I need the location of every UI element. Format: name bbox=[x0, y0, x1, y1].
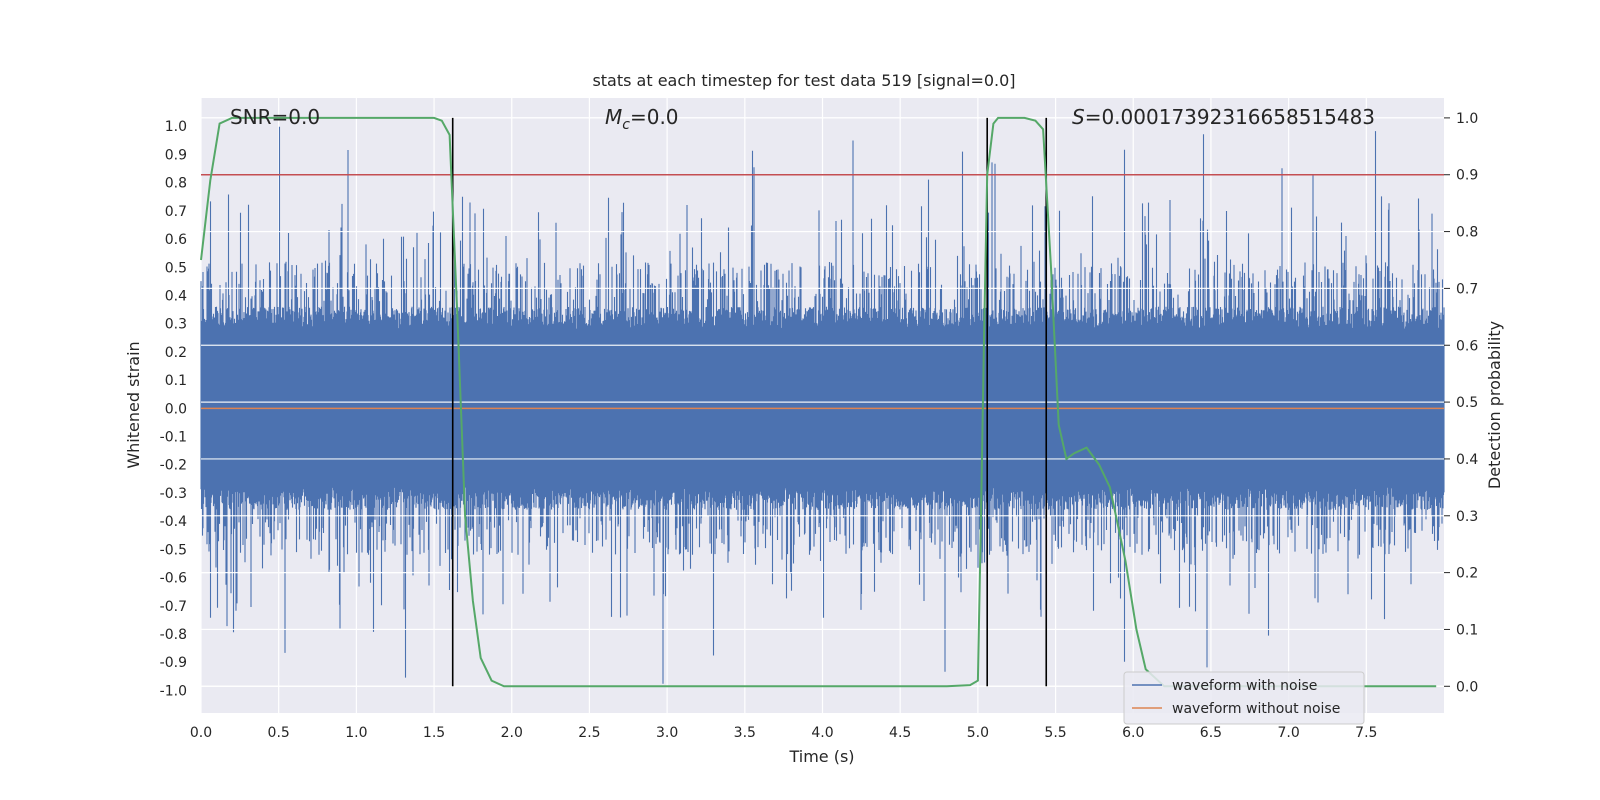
y2-tick-label: 0.6 bbox=[1456, 338, 1478, 354]
y-tick-label: 1.0 bbox=[165, 119, 187, 135]
y2-tick-label: 0.2 bbox=[1456, 566, 1478, 582]
y2-axis-label: Detection probability bbox=[1485, 321, 1504, 489]
y-tick-label: -1.0 bbox=[160, 683, 187, 699]
y2-tick-label: 0.3 bbox=[1456, 509, 1478, 525]
x-tick-label: 4.5 bbox=[889, 725, 911, 741]
x-tick-label: 1.5 bbox=[423, 725, 445, 741]
x-axis-label: Time (s) bbox=[788, 747, 854, 766]
y-tick-label: 0.9 bbox=[165, 147, 187, 163]
chirp-mass-annotation: Mc=0.0 bbox=[605, 105, 679, 133]
y-tick-label: 0.4 bbox=[165, 288, 187, 304]
y2-tick-label: 0.7 bbox=[1456, 281, 1478, 297]
y2-ticks: 0.0 0.1 0.2 0.3 0.4 0.5 0.6 0.7 0.8 0.9 1.0 bbox=[1444, 111, 1478, 695]
y2-tick-label: 1.0 bbox=[1456, 111, 1478, 127]
y-tick-label: 0.7 bbox=[165, 204, 187, 220]
y-tick-label: 0.0 bbox=[165, 401, 187, 417]
y2-tick-label: 0.8 bbox=[1456, 225, 1478, 241]
x-tick-label: 5.5 bbox=[1044, 725, 1066, 741]
y-tick-label: -0.5 bbox=[160, 542, 187, 558]
y2-tick-label: 0.5 bbox=[1456, 395, 1478, 411]
y-tick-label: -0.7 bbox=[160, 599, 187, 615]
y-tick-label: 0.3 bbox=[165, 317, 187, 333]
y-tick-label: 0.6 bbox=[165, 232, 187, 248]
x-tick-label: 2.0 bbox=[501, 725, 523, 741]
x-tick-label: 0.0 bbox=[190, 725, 212, 741]
x-tick-label: 3.0 bbox=[656, 725, 678, 741]
y2-tick-label: 0.0 bbox=[1456, 679, 1478, 695]
y-tick-label: -0.9 bbox=[160, 655, 187, 671]
y-tick-label: -0.3 bbox=[160, 486, 187, 502]
x-tick-label: 0.5 bbox=[268, 725, 290, 741]
y2-tick-label: 0.4 bbox=[1456, 452, 1478, 468]
x-tick-label: 6.5 bbox=[1200, 725, 1222, 741]
x-tick-label: 7.0 bbox=[1277, 725, 1299, 741]
x-tick-label: 1.0 bbox=[345, 725, 367, 741]
y-tick-label: 0.8 bbox=[165, 176, 187, 192]
x-tick-label: 7.5 bbox=[1355, 725, 1377, 741]
y2-tick-label: 0.1 bbox=[1456, 622, 1478, 638]
x-ticks: 0.0 0.5 1.0 1.5 2.0 2.5 3.0 3.5 4.0 4.5 5.0 5.5 6.0 6… bbox=[190, 725, 1378, 741]
series-detection-probability bbox=[200, 116, 1437, 688]
x-tick-label: 6.0 bbox=[1122, 725, 1144, 741]
y2-tick-label: 0.9 bbox=[1456, 168, 1478, 184]
marks bbox=[200, 116, 1444, 688]
x-tick-label: 2.5 bbox=[578, 725, 600, 741]
y-axis-label: Whitened strain bbox=[124, 341, 143, 468]
y-tick-label: 0.1 bbox=[165, 373, 187, 389]
snr-annotation: SNR=0.0 bbox=[230, 105, 320, 129]
s-annotation: S=0.00017392316658515483 bbox=[1072, 105, 1375, 129]
y-tick-label: -0.2 bbox=[160, 458, 187, 474]
y-ticks: -1.0 -0.9 -0.8 -0.7 -0.6 -0.5 -0.4 -0.3 -0.2 -0.1… bbox=[160, 119, 187, 699]
y-tick-label: 0.2 bbox=[165, 345, 187, 361]
y-tick-label: -0.6 bbox=[160, 571, 187, 587]
chart-title: stats at each timestep for test data 519… bbox=[592, 71, 1015, 90]
y-tick-label: -0.1 bbox=[160, 430, 187, 446]
y-tick-label: -0.4 bbox=[160, 514, 187, 530]
legend-label-noise: waveform with noise bbox=[1172, 678, 1317, 694]
x-tick-label: 5.0 bbox=[967, 725, 989, 741]
y-tick-label: -0.8 bbox=[160, 627, 187, 643]
x-tick-label: 4.0 bbox=[811, 725, 833, 741]
legend: waveform with noise waveform without noi… bbox=[1123, 671, 1365, 725]
x-tick-label: 3.5 bbox=[734, 725, 756, 741]
legend-label-clean: waveform without noise bbox=[1172, 701, 1340, 717]
y-tick-label: 0.5 bbox=[165, 260, 187, 276]
